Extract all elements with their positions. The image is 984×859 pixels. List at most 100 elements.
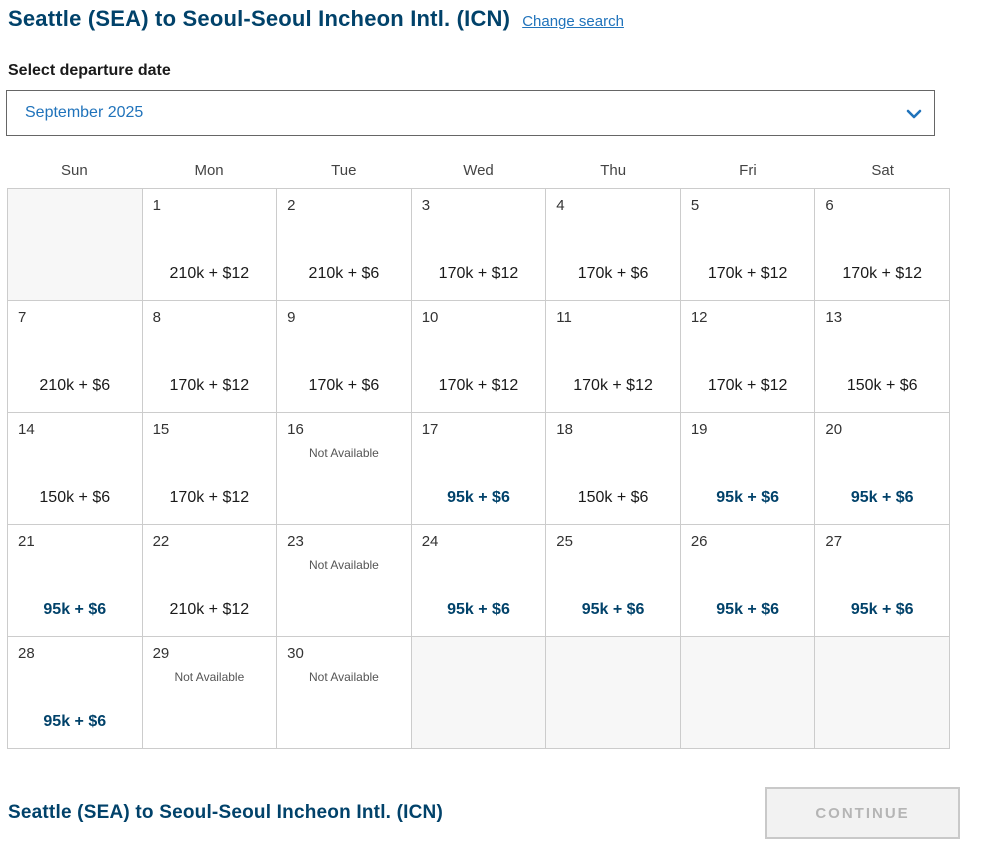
calendar-cell-18[interactable]: 18 150k + $6 xyxy=(546,413,681,525)
day-header-fri: Fri xyxy=(739,162,757,179)
not-available-label: Not Available xyxy=(309,670,379,684)
award-calendar: Sun Mon Tue Wed Thu Fri Sat 1 210k + $12 2 210k +… xyxy=(7,162,950,749)
calendar-cell-13[interactable]: 13 150k + $6 xyxy=(815,301,950,413)
day-number: 9 xyxy=(287,309,296,326)
calendar-cell-21[interactable]: 21 95k + $6 xyxy=(8,525,143,637)
calendar-cell-1[interactable]: 1 210k + $12 xyxy=(142,189,278,301)
change-search-link[interactable]: Change search xyxy=(522,13,624,30)
award-price-label: 210k + $6 xyxy=(308,265,380,282)
calendar-cell-12[interactable]: 12 170k + $12 xyxy=(680,301,816,413)
award-price-label: 95k + $6 xyxy=(581,601,645,618)
award-price-label: 150k + $6 xyxy=(39,489,111,506)
page-title: Seattle (SEA) to Seoul-Seoul Incheon Int… xyxy=(8,6,511,31)
award-price-label: 150k + $6 xyxy=(846,377,918,394)
calendar-cell-empty xyxy=(680,637,816,749)
calendar-cell-empty xyxy=(546,637,681,749)
calendar-cell-6[interactable]: 6 170k + $12 xyxy=(815,189,950,301)
calendar-cell-2[interactable]: 2 210k + $6 xyxy=(277,189,412,301)
calendar-cell-10[interactable]: 10 170k + $12 xyxy=(411,301,547,413)
day-number: 4 xyxy=(556,197,565,214)
award-price-label: 170k + $12 xyxy=(707,377,788,394)
calendar-cell-28[interactable]: 28 95k + $6 xyxy=(8,637,143,749)
award-price-label: 210k + $12 xyxy=(169,265,250,282)
day-number: 29 xyxy=(152,645,170,662)
day-number: 20 xyxy=(825,421,843,438)
award-price-label: 170k + $12 xyxy=(169,489,250,506)
calendar-cell-empty xyxy=(8,189,143,301)
calendar-cell-26[interactable]: 26 95k + $6 xyxy=(680,525,816,637)
day-number: 11 xyxy=(556,309,572,326)
award-price-label: 170k + $12 xyxy=(842,265,923,282)
chevron-down-icon xyxy=(906,106,922,122)
month-select-value: September 2025 xyxy=(25,104,144,121)
calendar-cell-22[interactable]: 22 210k + $12 xyxy=(142,525,278,637)
route-header: Seattle (SEA) to Seoul-Seoul Incheon Int… xyxy=(8,6,976,32)
day-number: 10 xyxy=(421,309,439,326)
calendar-cell-3[interactable]: 3 170k + $12 xyxy=(411,189,547,301)
award-price-label: 170k + $12 xyxy=(438,377,519,394)
day-header-sun: Sun xyxy=(61,162,88,179)
calendar-cell-23: 23 Not Available xyxy=(277,525,412,637)
award-price-label: 95k + $6 xyxy=(43,713,107,730)
award-price-label: 95k + $6 xyxy=(447,489,510,506)
calendar-cell-17[interactable]: 17 95k + $6 xyxy=(411,413,547,525)
award-price-label: 150k + $6 xyxy=(577,489,649,506)
not-available-label: Not Available xyxy=(174,670,245,684)
calendar-cell-30: 30 Not Available xyxy=(277,637,412,749)
calendar-cell-19[interactable]: 19 95k + $6 xyxy=(680,413,816,525)
day-number: 7 xyxy=(18,309,27,326)
day-number: 30 xyxy=(287,645,304,662)
calendar-cell-29: 29 Not Available xyxy=(142,637,278,749)
continue-button[interactable]: CONTINUE xyxy=(765,787,960,839)
day-number: 14 xyxy=(18,421,35,438)
calendar-cell-14[interactable]: 14 150k + $6 xyxy=(8,413,143,525)
departure-date-label: Select departure date xyxy=(8,62,171,79)
calendar-cell-8[interactable]: 8 170k + $12 xyxy=(142,301,278,413)
day-number: 3 xyxy=(421,197,431,214)
award-calendar-page: Seattle (SEA) to Seoul-Seoul Incheon Int… xyxy=(6,6,976,839)
day-number: 19 xyxy=(690,421,708,438)
calendar-cell-15[interactable]: 15 170k + $12 xyxy=(142,413,278,525)
day-number: 25 xyxy=(556,533,573,550)
day-number: 23 xyxy=(287,533,304,550)
day-number: 8 xyxy=(152,309,161,326)
day-number: 18 xyxy=(556,421,573,438)
calendar-cell-24[interactable]: 24 95k + $6 xyxy=(411,525,547,637)
award-price-label: 95k + $6 xyxy=(716,489,779,506)
day-number: 22 xyxy=(152,533,170,550)
award-price-label: 170k + $12 xyxy=(573,377,653,394)
day-number: 24 xyxy=(421,533,439,550)
day-number: 16 xyxy=(287,421,304,438)
day-number: 5 xyxy=(690,197,700,214)
calendar-cell-16: 16 Not Available xyxy=(277,413,412,525)
calendar-cell-5[interactable]: 5 170k + $12 xyxy=(680,189,816,301)
calendar-cell-25[interactable]: 25 95k + $6 xyxy=(546,525,681,637)
award-price-label: 210k + $12 xyxy=(169,601,250,618)
award-price-label: 170k + $6 xyxy=(308,377,380,394)
award-price-label: 95k + $6 xyxy=(447,601,510,618)
day-number: 27 xyxy=(825,533,843,550)
calendar-cell-4[interactable]: 4 170k + $6 xyxy=(546,189,681,301)
calendar-cell-7[interactable]: 7 210k + $6 xyxy=(8,301,143,413)
award-price-label: 170k + $12 xyxy=(707,265,788,282)
award-price-label: 170k + $12 xyxy=(169,377,250,394)
calendar-cell-20[interactable]: 20 95k + $6 xyxy=(815,413,950,525)
day-number: 1 xyxy=(152,197,161,214)
footer-route-title: Seattle (SEA) to Seoul-Seoul Incheon Int… xyxy=(8,802,444,823)
award-price-label: 170k + $12 xyxy=(438,265,519,282)
day-header-mon: Mon xyxy=(194,162,224,179)
day-number: 17 xyxy=(421,421,439,438)
day-number: 28 xyxy=(18,645,35,662)
calendar-cell-empty xyxy=(815,637,950,749)
day-header-tue: Tue xyxy=(331,162,357,179)
day-number: 6 xyxy=(825,197,834,214)
calendar-cell-11[interactable]: 11 170k + $12 xyxy=(546,301,681,413)
day-number: 21 xyxy=(18,533,35,550)
day-header-wed: Wed xyxy=(463,162,494,179)
day-number: 26 xyxy=(690,533,708,550)
calendar-cell-27[interactable]: 27 95k + $6 xyxy=(815,525,950,637)
day-number: 13 xyxy=(825,309,843,326)
month-select[interactable]: September 2025 xyxy=(6,90,935,136)
calendar-cell-9[interactable]: 9 170k + $6 xyxy=(277,301,412,413)
award-price-label: 95k + $6 xyxy=(43,601,107,618)
